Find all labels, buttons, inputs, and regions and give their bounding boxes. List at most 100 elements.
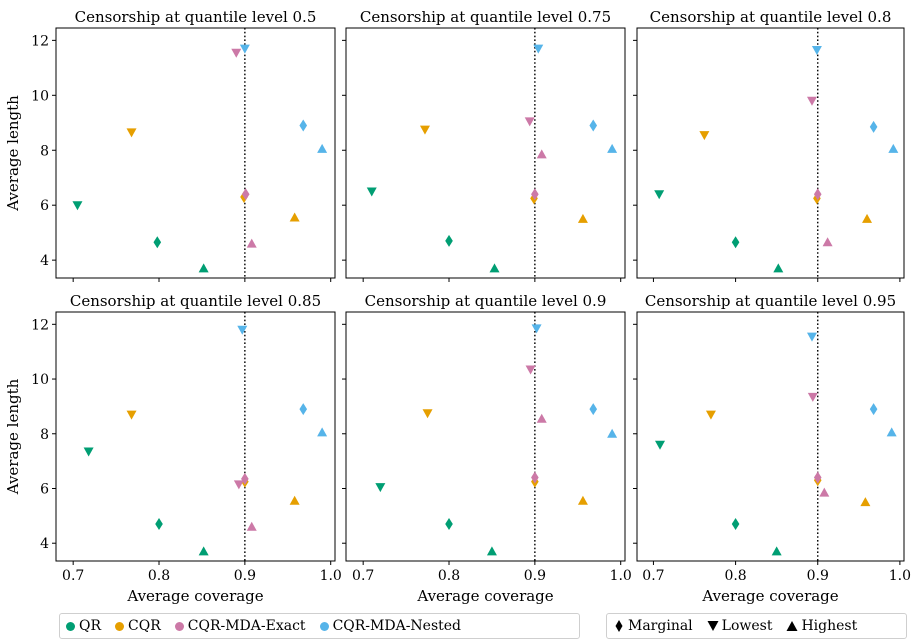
point-cqr-mda-nested-marginal (869, 120, 878, 133)
legend-label-highest: Highest (801, 618, 858, 634)
point-cqr-mda-nested-highest (317, 427, 328, 437)
point-cqr-mda-exact-marginal (531, 471, 539, 484)
y-tick-label: 12 (31, 317, 49, 333)
y-axis-label: Average length (4, 378, 22, 495)
point-cqr-mda-exact-marginal (813, 471, 822, 484)
x-tick-label: 0.7 (62, 568, 84, 584)
point-cqr-mda-nested-highest (888, 143, 899, 153)
legend-label-marginal: Marginal (628, 618, 693, 634)
legend-item-cqr-mda-exact: CQR-MDA-Exact (174, 618, 306, 634)
subplot-title: Censorship at quantile level 0.85 (70, 292, 321, 310)
legend-item-cqr-mda-nested: CQR-MDA-Nested (319, 618, 462, 634)
legend-label-cqr-mda-exact: CQR-MDA-Exact (187, 618, 306, 634)
subplot-title: Censorship at quantile level 0.9 (365, 292, 607, 310)
triangle-down-icon (707, 621, 719, 631)
point-cqr-mda-nested-highest (886, 427, 897, 437)
point-cqr-mda-nested-lowest (533, 44, 544, 54)
point-qr-lowest (375, 483, 386, 493)
point-qr-lowest (72, 201, 83, 211)
legend-label-cqr: CQR (128, 618, 161, 634)
point-cqr-lowest (699, 131, 710, 141)
point-cqr-highest (860, 497, 871, 507)
point-cqr-mda-exact-highest (819, 487, 830, 497)
y-tick-label: 10 (31, 88, 49, 104)
x-tick-label: 0.7 (642, 568, 664, 584)
legend-label-cqr-mda-nested: CQR-MDA-Nested (332, 618, 462, 634)
point-cqr-mda-nested-lowest (531, 324, 542, 334)
point-cqr-mda-nested-highest (607, 143, 618, 153)
x-tick-label: 0.9 (524, 568, 546, 584)
point-cqr-highest (289, 212, 300, 222)
point-qr-marginal (731, 236, 740, 249)
x-tick-label: 0.8 (148, 568, 170, 584)
legend-label-lowest: Lowest (721, 618, 773, 634)
x-tick-label: 0.8 (438, 568, 460, 584)
x-tick-label: 0.7 (352, 568, 374, 584)
plot-frame (55, 311, 336, 562)
y-axis-label: Average length (4, 95, 22, 212)
x-tick-label: 0.9 (807, 568, 829, 584)
point-qr-lowest (366, 187, 377, 197)
point-cqr-mda-exact-lowest (525, 365, 536, 375)
subplot-3: Censorship at quantile level 0.8 (633, 8, 905, 282)
point-cqr-lowest (419, 125, 430, 135)
point-qr-marginal (445, 234, 453, 247)
point-cqr-mda-nested-lowest (239, 44, 250, 54)
subplot-6: Censorship at quantile level 0.95 0.7 0.8 0… (633, 292, 911, 605)
point-qr-highest (489, 263, 500, 273)
point-qr-lowest (654, 190, 665, 200)
x-tick-label: 0.9 (234, 568, 256, 584)
point-qr-marginal (153, 236, 162, 249)
plot-frame (636, 27, 905, 279)
triangle-up-icon (786, 621, 798, 631)
method-legend: QR CQR CQR-MDA-Exact CQR-MDA-Nested (59, 613, 580, 639)
point-cqr-mda-nested-lowest (237, 325, 248, 335)
y-tick-label: 4 (40, 536, 49, 552)
legend-item-lowest: Lowest (707, 618, 773, 634)
point-cqr-highest (862, 213, 873, 223)
point-qr-marginal (445, 518, 453, 531)
point-cqr-mda-exact-marginal (241, 472, 249, 485)
point-cqr-mda-nested-highest (317, 143, 328, 153)
point-qr-highest (486, 546, 497, 556)
point-cqr-mda-exact-marginal (241, 188, 250, 201)
cqr-color-dot-icon (115, 621, 125, 631)
legend-item-cqr: CQR (115, 618, 161, 634)
subplot-2: Censorship at quantile level 0.75 (342, 8, 626, 282)
point-qr-highest (198, 546, 209, 556)
plot-frame (636, 311, 905, 562)
x-tick-label: 1.0 (610, 568, 632, 584)
point-cqr-highest (289, 495, 300, 505)
y-tick-label: 8 (40, 143, 49, 159)
point-cqr-mda-exact-highest (246, 238, 257, 248)
x-tick-label: 1.0 (320, 568, 342, 584)
x-axis-label: Average coverage (126, 587, 263, 605)
subplot-5: Censorship at quantile level 0.9 0.7 0.8 0.… (342, 292, 632, 605)
plot-frame (55, 27, 336, 279)
subplot-title: Censorship at quantile level 0.5 (75, 8, 317, 26)
point-cqr-lowest (126, 410, 137, 420)
diamond-icon (615, 620, 623, 632)
qr-color-dot-icon (66, 621, 75, 631)
point-qr-lowest (655, 440, 666, 450)
legend-item-marginal: Marginal (613, 618, 693, 634)
point-qr-marginal (731, 518, 740, 531)
y-tick-label: 4 (40, 253, 49, 269)
point-cqr-mda-exact-lowest (231, 48, 242, 58)
x-axis-label: Average coverage (701, 587, 838, 605)
x-tick-label: 1.0 (889, 568, 911, 584)
point-cqr-mda-exact-lowest (807, 392, 818, 402)
y-tick-label: 10 (31, 372, 49, 388)
point-cqr-lowest (126, 128, 137, 138)
point-cqr-mda-exact-marginal (531, 188, 539, 201)
point-qr-highest (773, 263, 784, 273)
point-cqr-mda-nested-lowest (811, 45, 822, 55)
marker-legend: Marginal Lowest Highest (606, 613, 907, 639)
subplot-1: Censorship at quantile level 0.5 4 6 8 10 12 A… (4, 8, 336, 282)
subplot-title: Censorship at quantile level 0.8 (650, 8, 892, 26)
plot-frame (345, 311, 626, 562)
y-tick-label: 8 (40, 427, 49, 443)
point-cqr-mda-nested-marginal (869, 403, 878, 416)
y-tick-label: 6 (40, 198, 49, 214)
point-cqr-mda-exact-highest (822, 237, 833, 247)
